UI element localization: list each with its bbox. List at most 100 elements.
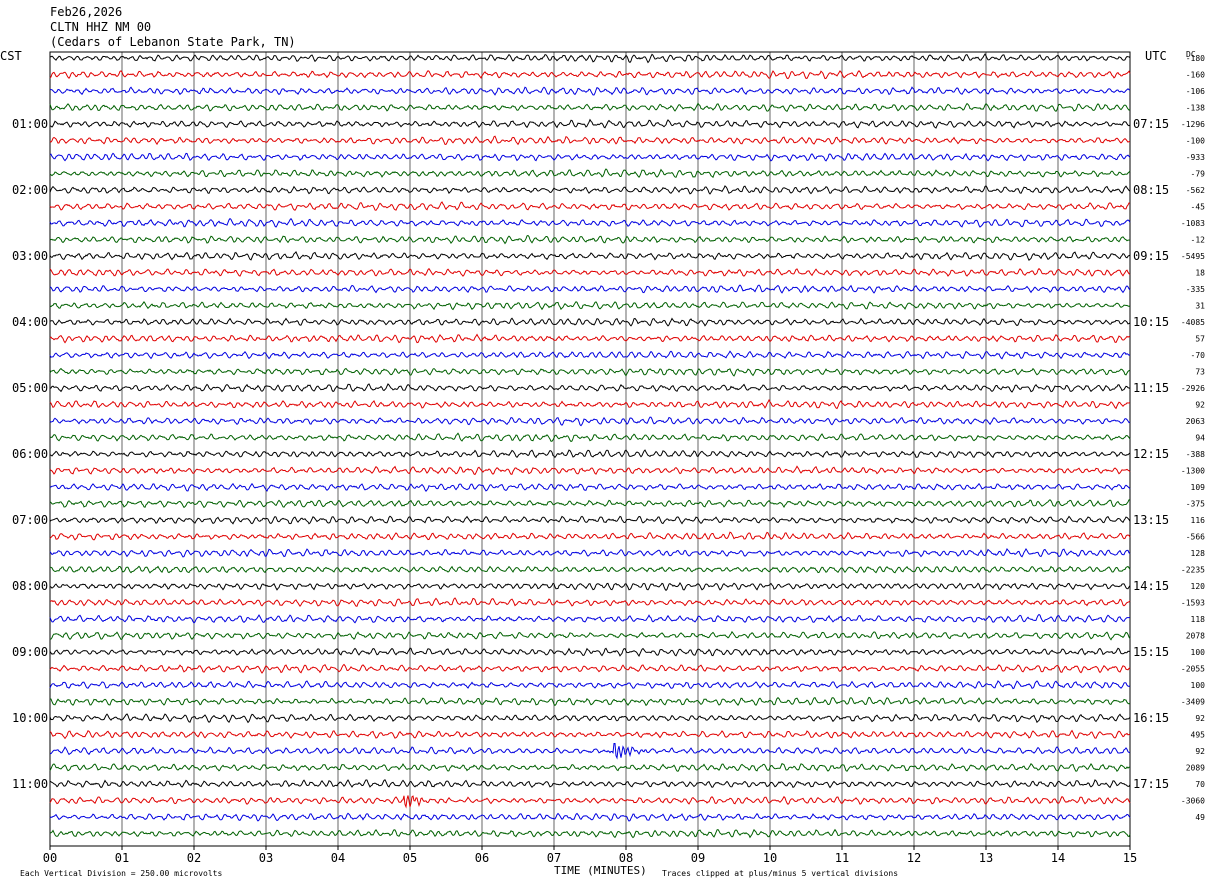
dc-offset-value: 100 [1191, 681, 1206, 690]
dc-offset-value: 18 [1195, 269, 1205, 278]
hour-label-left: 11:00 [12, 777, 48, 791]
dc-offset-value: -106 [1186, 87, 1205, 96]
left-timezone-label: CST [0, 49, 22, 63]
x-tick-label: 14 [1051, 851, 1065, 865]
x-tick-label: 03 [259, 851, 273, 865]
x-axis-title: TIME (MINUTES) [554, 864, 647, 877]
dc-offset-value: -3409 [1181, 698, 1205, 707]
dc-offset-value: 92 [1195, 401, 1205, 410]
dc-offset-value: -45 [1191, 203, 1206, 212]
x-tick-label: 15 [1123, 851, 1137, 865]
hour-label-left: 08:00 [12, 579, 48, 593]
x-tick-label: 02 [187, 851, 201, 865]
dc-offset-value: 73 [1195, 368, 1205, 377]
dc-label: DC [1186, 50, 1196, 59]
clip-note: Traces clipped at plus/minus 5 vertical … [662, 869, 898, 878]
dc-offset-value: 92 [1195, 714, 1205, 723]
seismic-trace [49, 565, 1131, 574]
seismic-trace [49, 582, 1131, 592]
seismic-trace [49, 399, 1131, 410]
seismic-trace [49, 102, 1131, 113]
hour-label-left: 01:00 [12, 117, 48, 131]
dc-offset-value: -562 [1186, 186, 1205, 195]
hour-labels-right: 07:15 08:15 09:15 10:15 11:15 12:15 13:15 14:15… [1133, 117, 1169, 791]
seismic-trace [49, 135, 1131, 146]
hour-label-left: 07:00 [12, 513, 48, 527]
right-timezone-label: UTC [1145, 49, 1167, 63]
seismic-trace [49, 828, 1131, 839]
seismic-trace [49, 250, 1131, 262]
hour-label-right: 11:15 [1133, 381, 1169, 395]
dc-offset-value: -335 [1186, 285, 1205, 294]
seismic-trace [49, 515, 1131, 525]
seismic-trace [49, 663, 1131, 674]
seismic-trace [49, 597, 1131, 608]
dc-offset-value: -1593 [1181, 599, 1205, 608]
seismic-trace [49, 680, 1131, 690]
x-tick-label: 12 [907, 851, 921, 865]
seismic-trace [49, 317, 1131, 327]
dc-offset-value: -2235 [1181, 566, 1205, 575]
seismic-trace [49, 630, 1131, 641]
seismic-trace [49, 217, 1131, 228]
seismic-trace [49, 729, 1131, 740]
hour-label-right: 07:15 [1133, 117, 1169, 131]
x-tick-label: 11 [835, 851, 849, 865]
seismic-trace [50, 53, 1131, 64]
dc-offset-value: -180 [1186, 54, 1205, 63]
station-location: (Cedars of Lebanon State Park, TN) [50, 35, 296, 49]
hour-label-left: 02:00 [12, 183, 48, 197]
seismic-trace [49, 647, 1131, 658]
x-tick-label: 01 [115, 851, 129, 865]
seismic-trace [49, 713, 1131, 724]
trace-group [49, 53, 1131, 839]
dc-offset-value: 94 [1195, 434, 1205, 443]
dc-offset-value: 100 [1191, 648, 1206, 657]
seismic-trace [49, 449, 1131, 459]
dc-offset-value: 495 [1191, 731, 1206, 740]
seismic-trace [49, 696, 1131, 707]
seismic-trace [49, 201, 1131, 211]
seismic-trace [49, 70, 1131, 80]
dc-offset-value: -933 [1186, 153, 1205, 162]
chart-date: Feb26,2026 [50, 5, 122, 19]
dc-offset-value: -100 [1186, 137, 1205, 146]
seismic-trace [49, 267, 1131, 277]
dc-offset-value: -566 [1186, 533, 1205, 542]
dc-offset-value: -160 [1186, 71, 1205, 80]
seismic-trace [49, 812, 1131, 822]
seismic-trace [49, 185, 1131, 195]
x-tick-label: 06 [475, 851, 489, 865]
seismic-trace [50, 86, 1131, 96]
hour-label-right: 08:15 [1133, 183, 1169, 197]
seismic-trace [49, 168, 1131, 179]
dc-offset-value: -388 [1186, 450, 1205, 459]
dc-offset-value: -2926 [1181, 384, 1205, 393]
dc-offset-value: -1300 [1181, 467, 1205, 476]
dc-offset-value: 2063 [1186, 417, 1205, 426]
hour-label-right: 17:15 [1133, 777, 1169, 791]
dc-offset-value: 128 [1191, 549, 1206, 558]
x-tick-label: 10 [763, 851, 777, 865]
x-tick-label: 09 [691, 851, 705, 865]
seismic-trace [49, 383, 1131, 393]
dc-offset-value: -79 [1191, 170, 1206, 179]
hour-labels-left: 01:00 02:00 03:00 04:00 05:00 06:00 07:00 08:00… [12, 117, 48, 791]
dc-offset-labels: -180 -160 -106 -138 -1296 -100 -933 -79 -562 -45 -… [1181, 54, 1205, 822]
scale-note: Each Vertical Division = 250.00 microvol… [20, 869, 222, 878]
dc-offset-value: 2078 [1186, 632, 1205, 641]
seismic-trace [49, 531, 1131, 541]
dc-offset-value: -12 [1191, 236, 1206, 245]
seismic-trace [49, 795, 1131, 809]
dc-offset-value: -3060 [1181, 797, 1205, 806]
x-tick-labels: 00 01 02 03 04 05 06 07 08 09 10 11 12 13 14 15 [43, 846, 1137, 865]
hour-label-left: 05:00 [12, 381, 48, 395]
dc-offset-value: 49 [1195, 813, 1205, 822]
seismic-trace [49, 465, 1131, 476]
plot-frame [49, 51, 1131, 847]
seismic-trace [49, 548, 1131, 558]
dc-offset-value: -1083 [1181, 219, 1205, 228]
dc-offset-value: 92 [1195, 747, 1205, 756]
hour-label-right: 09:15 [1133, 249, 1169, 263]
